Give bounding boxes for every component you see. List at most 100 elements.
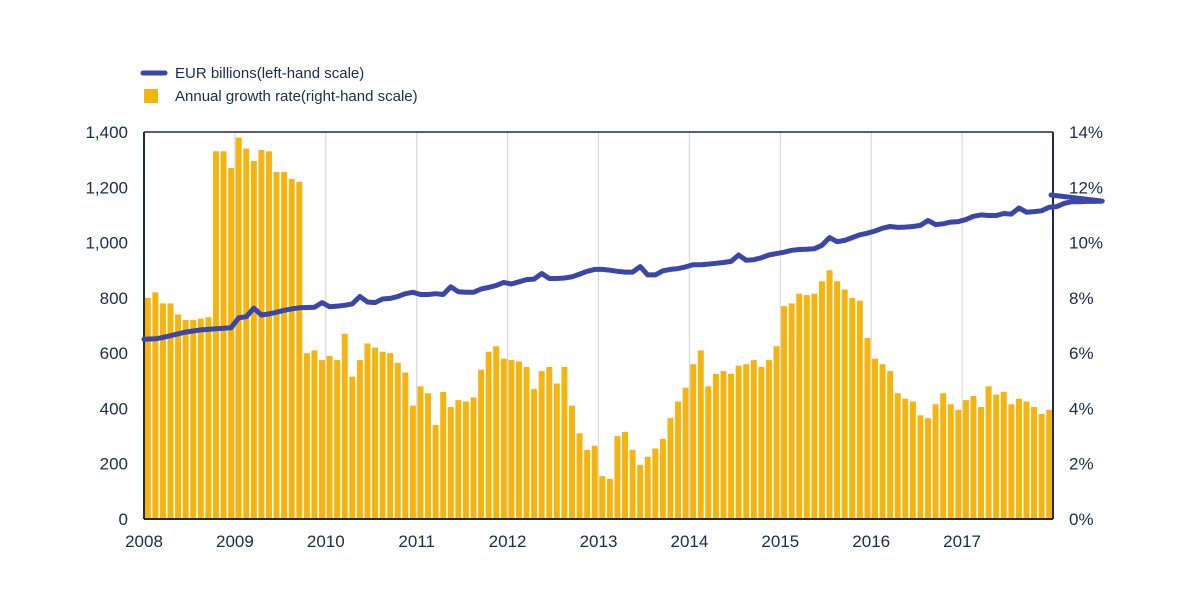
right-tick-label: 14% xyxy=(1069,123,1103,142)
growth-bar xyxy=(652,448,659,519)
left-tick-label: 400 xyxy=(100,399,128,418)
growth-bar xyxy=(947,404,954,519)
x-axis-ticks: 2008 2009 2010 2011 2012 2013 2014 2015 2016 2017 xyxy=(125,532,981,551)
growth-bar xyxy=(508,360,515,519)
growth-bar xyxy=(425,393,432,519)
growth-bar xyxy=(1038,413,1045,519)
growth-bar xyxy=(781,306,788,519)
growth-bar xyxy=(849,297,856,519)
growth-bar xyxy=(728,373,735,519)
growth-bar xyxy=(500,358,507,519)
growth-bar xyxy=(622,431,628,519)
growth-bar xyxy=(250,161,257,519)
growth-bar xyxy=(659,438,666,519)
right-tick-label: 10% xyxy=(1069,234,1103,253)
right-tick-label: 12% xyxy=(1069,178,1103,197)
growth-bar xyxy=(614,436,621,519)
legend-bar-swatch xyxy=(144,89,158,103)
growth-bar xyxy=(462,401,469,519)
growth-bar xyxy=(197,318,204,519)
growth-bar xyxy=(856,300,863,519)
growth-bar xyxy=(962,400,969,519)
growth-bar xyxy=(387,353,394,519)
growth-bar xyxy=(1000,391,1007,519)
growth-bar xyxy=(561,366,568,519)
growth-bar xyxy=(364,343,371,519)
growth-bar xyxy=(538,371,545,519)
growth-bar xyxy=(273,172,280,519)
growth-bar xyxy=(879,364,886,519)
growth-bar xyxy=(887,371,894,519)
growth-bar xyxy=(818,281,825,519)
growth-bar xyxy=(841,289,848,519)
x-tick-label: 2008 xyxy=(125,532,163,551)
left-axis-ticks: 0 200 400 600 800 1,000 1,200 1,400 xyxy=(85,123,128,529)
growth-bar xyxy=(765,360,772,519)
growth-bar xyxy=(644,456,651,519)
growth-bar xyxy=(493,346,500,519)
x-tick-label: 2016 xyxy=(852,532,890,551)
growth-bar xyxy=(258,149,265,520)
growth-bar xyxy=(773,346,780,519)
growth-bar xyxy=(455,400,462,519)
growth-bar xyxy=(606,478,613,519)
growth-bar xyxy=(303,353,310,519)
growth-bar xyxy=(1031,407,1038,519)
growth-bar xyxy=(266,151,272,519)
growth-bar xyxy=(940,393,947,519)
left-tick-label: 800 xyxy=(100,289,128,308)
growth-bar xyxy=(394,362,401,519)
growth-bar xyxy=(311,350,318,519)
growth-bar xyxy=(485,351,492,519)
growth-bar xyxy=(591,445,598,519)
growth-bar xyxy=(932,404,939,519)
x-tick-label: 2017 xyxy=(943,532,981,551)
growth-bar xyxy=(478,369,485,519)
x-tick-label: 2009 xyxy=(216,532,254,551)
vertical-gridlines xyxy=(234,132,963,519)
x-tick-label: 2012 xyxy=(489,532,527,551)
growth-bar xyxy=(788,303,795,519)
growth-bar xyxy=(334,360,341,519)
x-tick-label: 2015 xyxy=(761,532,799,551)
right-tick-label: 0% xyxy=(1069,510,1094,529)
legend: EUR billions(left-hand scale) Annual gro… xyxy=(140,65,418,105)
left-tick-label: 1,000 xyxy=(85,234,128,253)
growth-bar xyxy=(432,425,439,519)
growth-bar xyxy=(349,376,356,519)
growth-bar xyxy=(235,137,242,519)
growth-bar xyxy=(690,364,697,519)
growth-bar xyxy=(917,415,924,519)
growth-bar xyxy=(985,386,992,519)
right-axis-ticks: 0% 2% 4% 6% 8% 10% 12% 14% xyxy=(1069,123,1103,529)
growth-bar xyxy=(167,303,174,519)
left-tick-label: 1,400 xyxy=(85,123,128,142)
x-tick-label: 2013 xyxy=(580,532,618,551)
growth-bar xyxy=(470,397,477,519)
growth-rate-bars xyxy=(144,137,1053,520)
growth-bar xyxy=(546,366,553,519)
growth-bar xyxy=(569,405,575,519)
growth-bar xyxy=(712,373,719,519)
growth-bar xyxy=(144,297,151,519)
growth-bar xyxy=(296,181,303,519)
growth-bar xyxy=(205,317,212,519)
left-tick-label: 1,200 xyxy=(85,178,128,197)
growth-bar xyxy=(803,295,810,519)
growth-bar xyxy=(372,347,379,519)
growth-bar xyxy=(675,401,682,519)
axes xyxy=(143,131,1054,520)
growth-bar xyxy=(402,372,409,519)
growth-bar xyxy=(720,371,727,519)
growth-bar xyxy=(212,151,219,519)
growth-bar xyxy=(243,148,250,520)
growth-bar xyxy=(341,333,348,519)
growth-bar xyxy=(834,281,841,519)
growth-bar xyxy=(894,393,901,519)
growth-bar xyxy=(902,398,909,519)
growth-bar xyxy=(152,292,159,519)
eur-billions-line xyxy=(141,192,1105,342)
growth-bar xyxy=(576,433,583,519)
growth-bar xyxy=(925,418,931,519)
growth-bar xyxy=(326,355,333,519)
